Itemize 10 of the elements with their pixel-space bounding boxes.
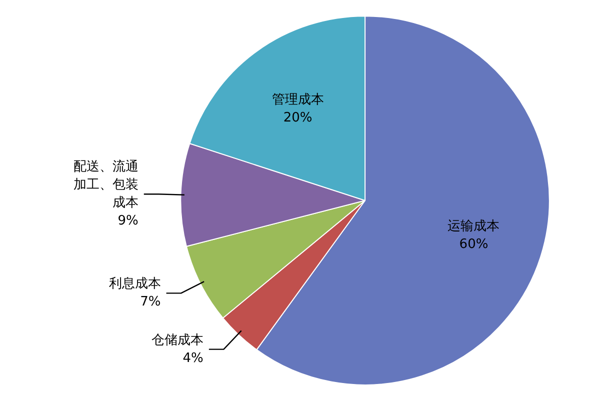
slice-label: 配送、流通加工、包装成本: [73, 158, 138, 211]
slice-label: 运输成本: [448, 218, 500, 234]
slice-label: 仓储成本: [151, 332, 204, 348]
data-label: 20%: [283, 110, 312, 126]
data-label: 60%: [459, 236, 488, 252]
data-label: 7%: [140, 294, 161, 310]
slice-label: 管理成本: [272, 92, 324, 108]
data-label: 4%: [182, 350, 204, 366]
slice-label: 利息成本: [108, 276, 161, 292]
data-label: 9%: [118, 214, 138, 229]
